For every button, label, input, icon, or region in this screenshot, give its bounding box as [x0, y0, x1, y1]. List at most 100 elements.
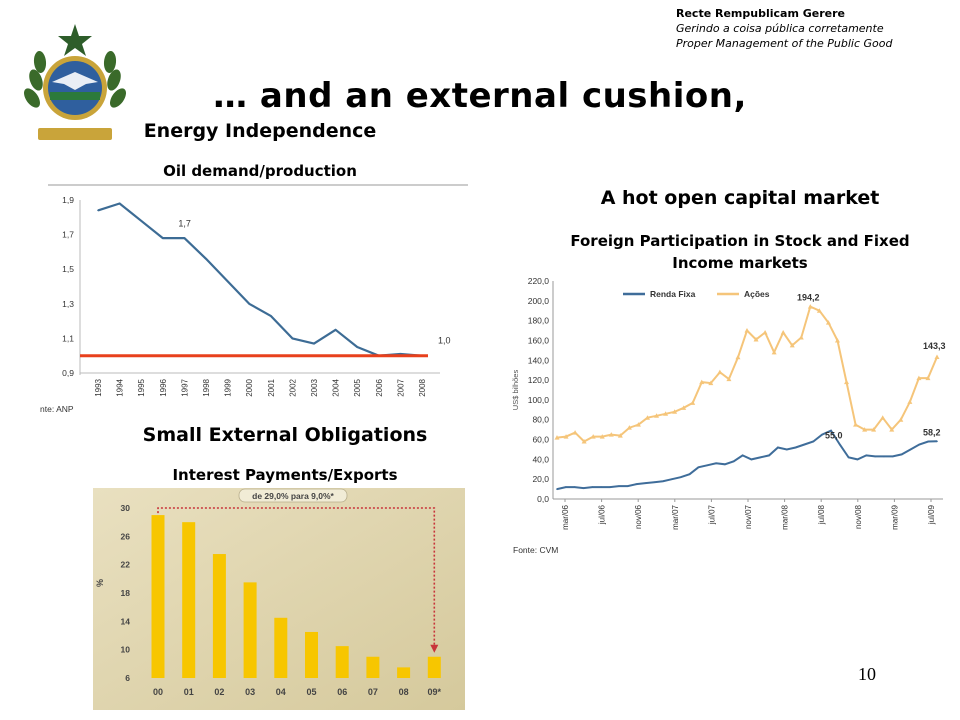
coat-of-arms-icon — [24, 24, 126, 140]
oil-x-tick: 2008 — [418, 378, 427, 396]
acoes-point — [635, 422, 641, 427]
oil-point — [205, 258, 207, 260]
oil-annotation: 1,0 — [438, 336, 451, 346]
oil-point — [356, 346, 359, 348]
foreign-x-tick: nov/06 — [634, 504, 643, 529]
acoes-point — [816, 308, 822, 313]
oil-point — [291, 337, 294, 340]
renda-fixa-point — [785, 448, 788, 451]
foreign-x-tick: mar/06 — [561, 504, 570, 529]
interest-y-tick: 30 — [121, 503, 131, 513]
acoes-point — [708, 380, 714, 386]
foreign-y-tick: 100,0 — [528, 395, 550, 405]
oil-x-tick: 2005 — [353, 378, 362, 396]
renda-fixa-point — [626, 485, 629, 487]
renda-fixa-point — [662, 480, 664, 482]
obligations-heading: Small External Obligations — [142, 424, 428, 446]
oil-x-tick: 1999 — [224, 378, 233, 396]
foreign-annotation: 55,0 — [825, 431, 843, 441]
acoes-point — [889, 427, 895, 432]
acoes-point — [563, 434, 569, 439]
renda-fixa-point — [732, 460, 735, 463]
acoes-point — [880, 415, 886, 420]
renda-fixa-point — [706, 464, 709, 467]
oil-point — [97, 209, 99, 212]
interest-arrow-head — [430, 644, 439, 653]
interest-x-tick: 01 — [184, 687, 194, 697]
oil-y-tick: 1,7 — [62, 230, 74, 240]
renda-fixa-point — [644, 482, 647, 484]
acoes-point — [934, 354, 940, 360]
interest-x-tick: 09* — [428, 687, 442, 697]
oil-point — [226, 280, 229, 283]
foreign-y-tick: 200,0 — [528, 296, 550, 306]
foreign-y-tick: 0,0 — [537, 494, 549, 504]
interest-x-tick: 03 — [245, 687, 255, 697]
renda-fixa-point — [600, 486, 602, 488]
oil-x-tick: 1998 — [202, 378, 211, 396]
foreign-y-tick: 120,0 — [528, 375, 550, 385]
oil-x-tick: 2002 — [288, 378, 297, 396]
renda-fixa-point — [618, 485, 620, 487]
foreign-y-tick: 140,0 — [528, 355, 550, 365]
renda-fixa-point — [838, 443, 841, 446]
acoes-point — [916, 375, 922, 381]
renda-fixa-point — [918, 443, 921, 446]
acoes-point — [735, 354, 741, 360]
oil-source: nte: ANP — [40, 404, 74, 414]
renda-fixa-point — [582, 487, 585, 489]
acoes-point — [672, 409, 678, 414]
oil-y-tick: 0,9 — [62, 368, 74, 378]
oil-x-tick: 1993 — [94, 378, 103, 396]
interest-x-tick: 06 — [337, 687, 347, 697]
foreign-annotation: 194,2 — [797, 293, 820, 303]
interest-y-tick: 22 — [121, 560, 131, 570]
oil-x-tick: 2004 — [332, 378, 341, 396]
renda-fixa-point — [865, 454, 868, 457]
renda-fixa-point — [874, 455, 876, 458]
oil-point — [118, 202, 121, 205]
oil-series-line — [97, 202, 423, 357]
acoes-point — [862, 427, 868, 432]
foreign-y-tick: 60,0 — [532, 435, 549, 445]
interest-bar — [305, 631, 318, 678]
acoes-point — [825, 320, 831, 325]
oil-x-tick: 2003 — [310, 378, 319, 396]
interest-annotation-box — [238, 488, 348, 503]
renda-fixa-point — [724, 463, 726, 466]
acoes-point — [726, 376, 732, 382]
renda-fixa-point — [609, 486, 611, 488]
renda-fixa-line — [556, 429, 938, 491]
renda-fixa-point — [565, 486, 567, 488]
foreign-y-tick: 160,0 — [528, 335, 550, 345]
acoes-point — [780, 330, 786, 335]
renda-fixa-point — [900, 453, 903, 456]
renda-fixa-point — [688, 473, 691, 476]
renda-fixa-point — [679, 476, 682, 478]
oil-point — [162, 237, 164, 239]
foreign-y-tick: 180,0 — [528, 316, 550, 326]
oil-point — [140, 219, 142, 222]
acoes-point — [599, 434, 605, 439]
renda-fixa-point — [830, 429, 832, 432]
foreign-x-tick: mar/09 — [890, 504, 899, 529]
acoes-point — [753, 336, 759, 342]
renda-fixa-point — [591, 486, 594, 488]
renda-fixa-point — [653, 481, 656, 483]
interest-y-tick: 26 — [121, 531, 131, 541]
acoes-point — [798, 334, 804, 340]
interest-bar — [427, 656, 441, 678]
foreign-legend-label: Renda Fixa — [650, 289, 696, 299]
renda-fixa-point — [750, 458, 753, 461]
acoes-point — [654, 413, 660, 418]
acoes-point — [762, 330, 768, 335]
foreign-legend-label: Ações — [744, 289, 770, 299]
acoes-point — [771, 349, 777, 355]
interest-bar — [397, 667, 411, 678]
renda-fixa-point — [715, 462, 717, 465]
renda-fixa-point — [573, 486, 576, 488]
oil-y-tick: 1,5 — [62, 264, 74, 274]
oil-chart: 1,9 1,7 1,5 1,3 1,1 0,9 1993 1994 1995 1996 1997 19… — [40, 184, 468, 414]
oil-x-tick: 1995 — [137, 378, 146, 396]
foreign-x-tick: jul/08 — [817, 504, 826, 525]
